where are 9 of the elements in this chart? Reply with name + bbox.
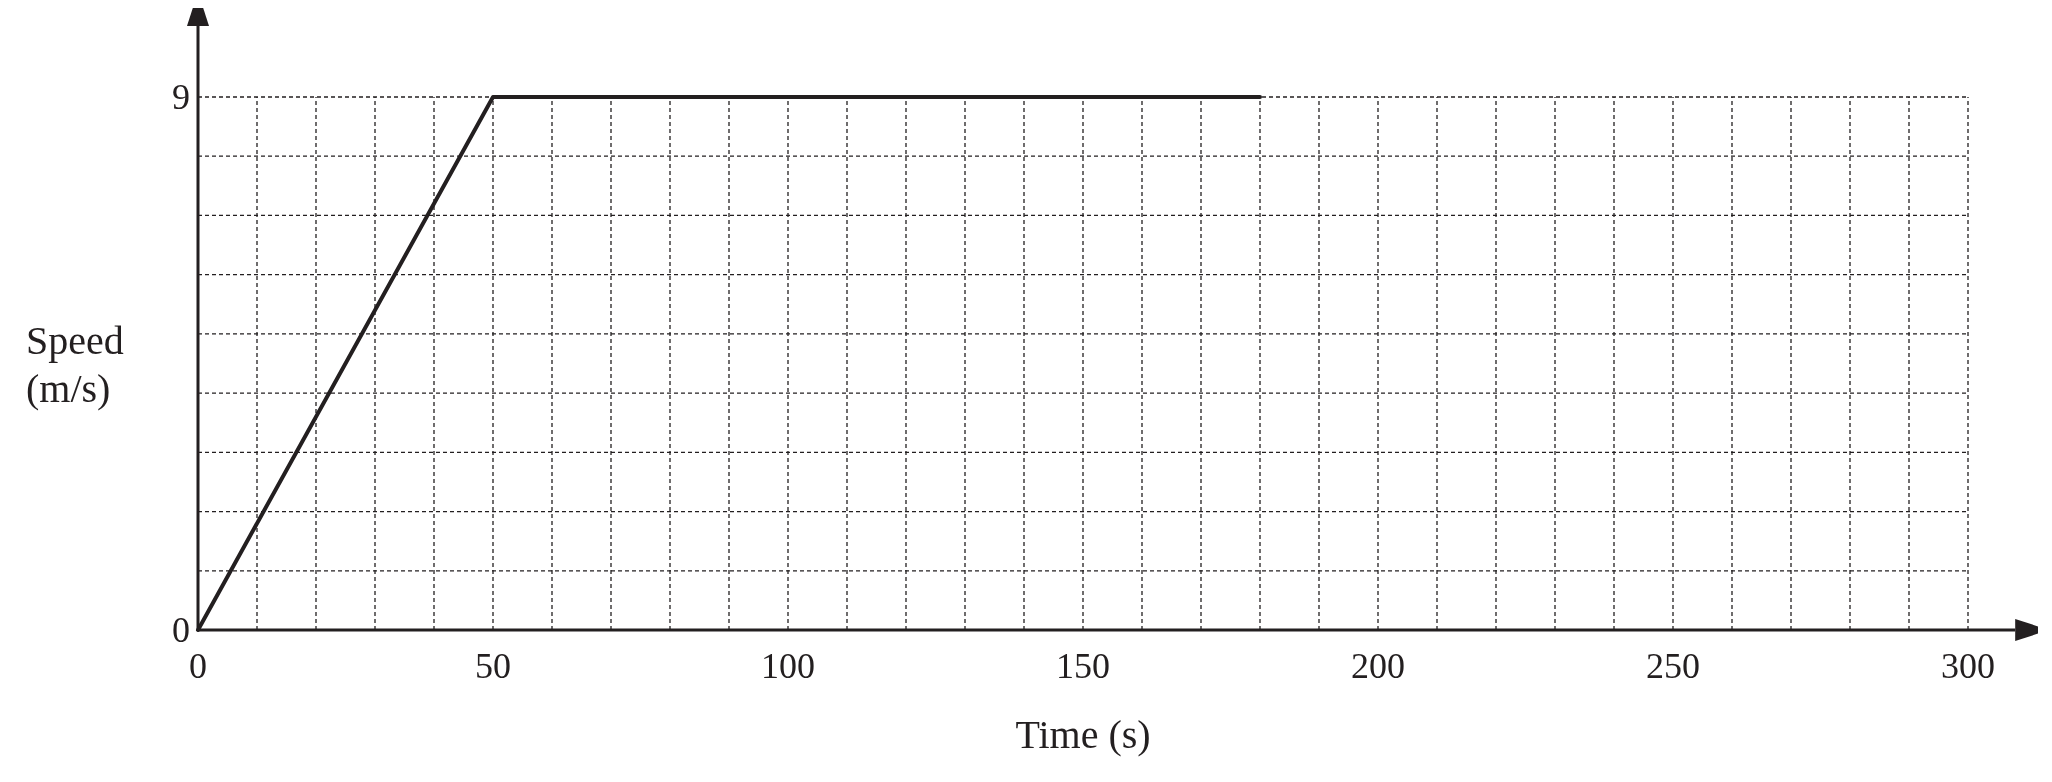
x-tick-label: 150	[1056, 646, 1110, 686]
x-tick-label: 200	[1351, 646, 1405, 686]
x-tick-label: 250	[1646, 646, 1700, 686]
x-tick-label: 300	[1941, 646, 1995, 686]
x-tick-label: 100	[761, 646, 815, 686]
y-axis-title: Speed (m/s)	[26, 317, 124, 411]
x-axis-title: Time (s)	[1015, 712, 1151, 757]
x-tick-label: 50	[475, 646, 511, 686]
y-tick-label: 9	[172, 77, 190, 117]
